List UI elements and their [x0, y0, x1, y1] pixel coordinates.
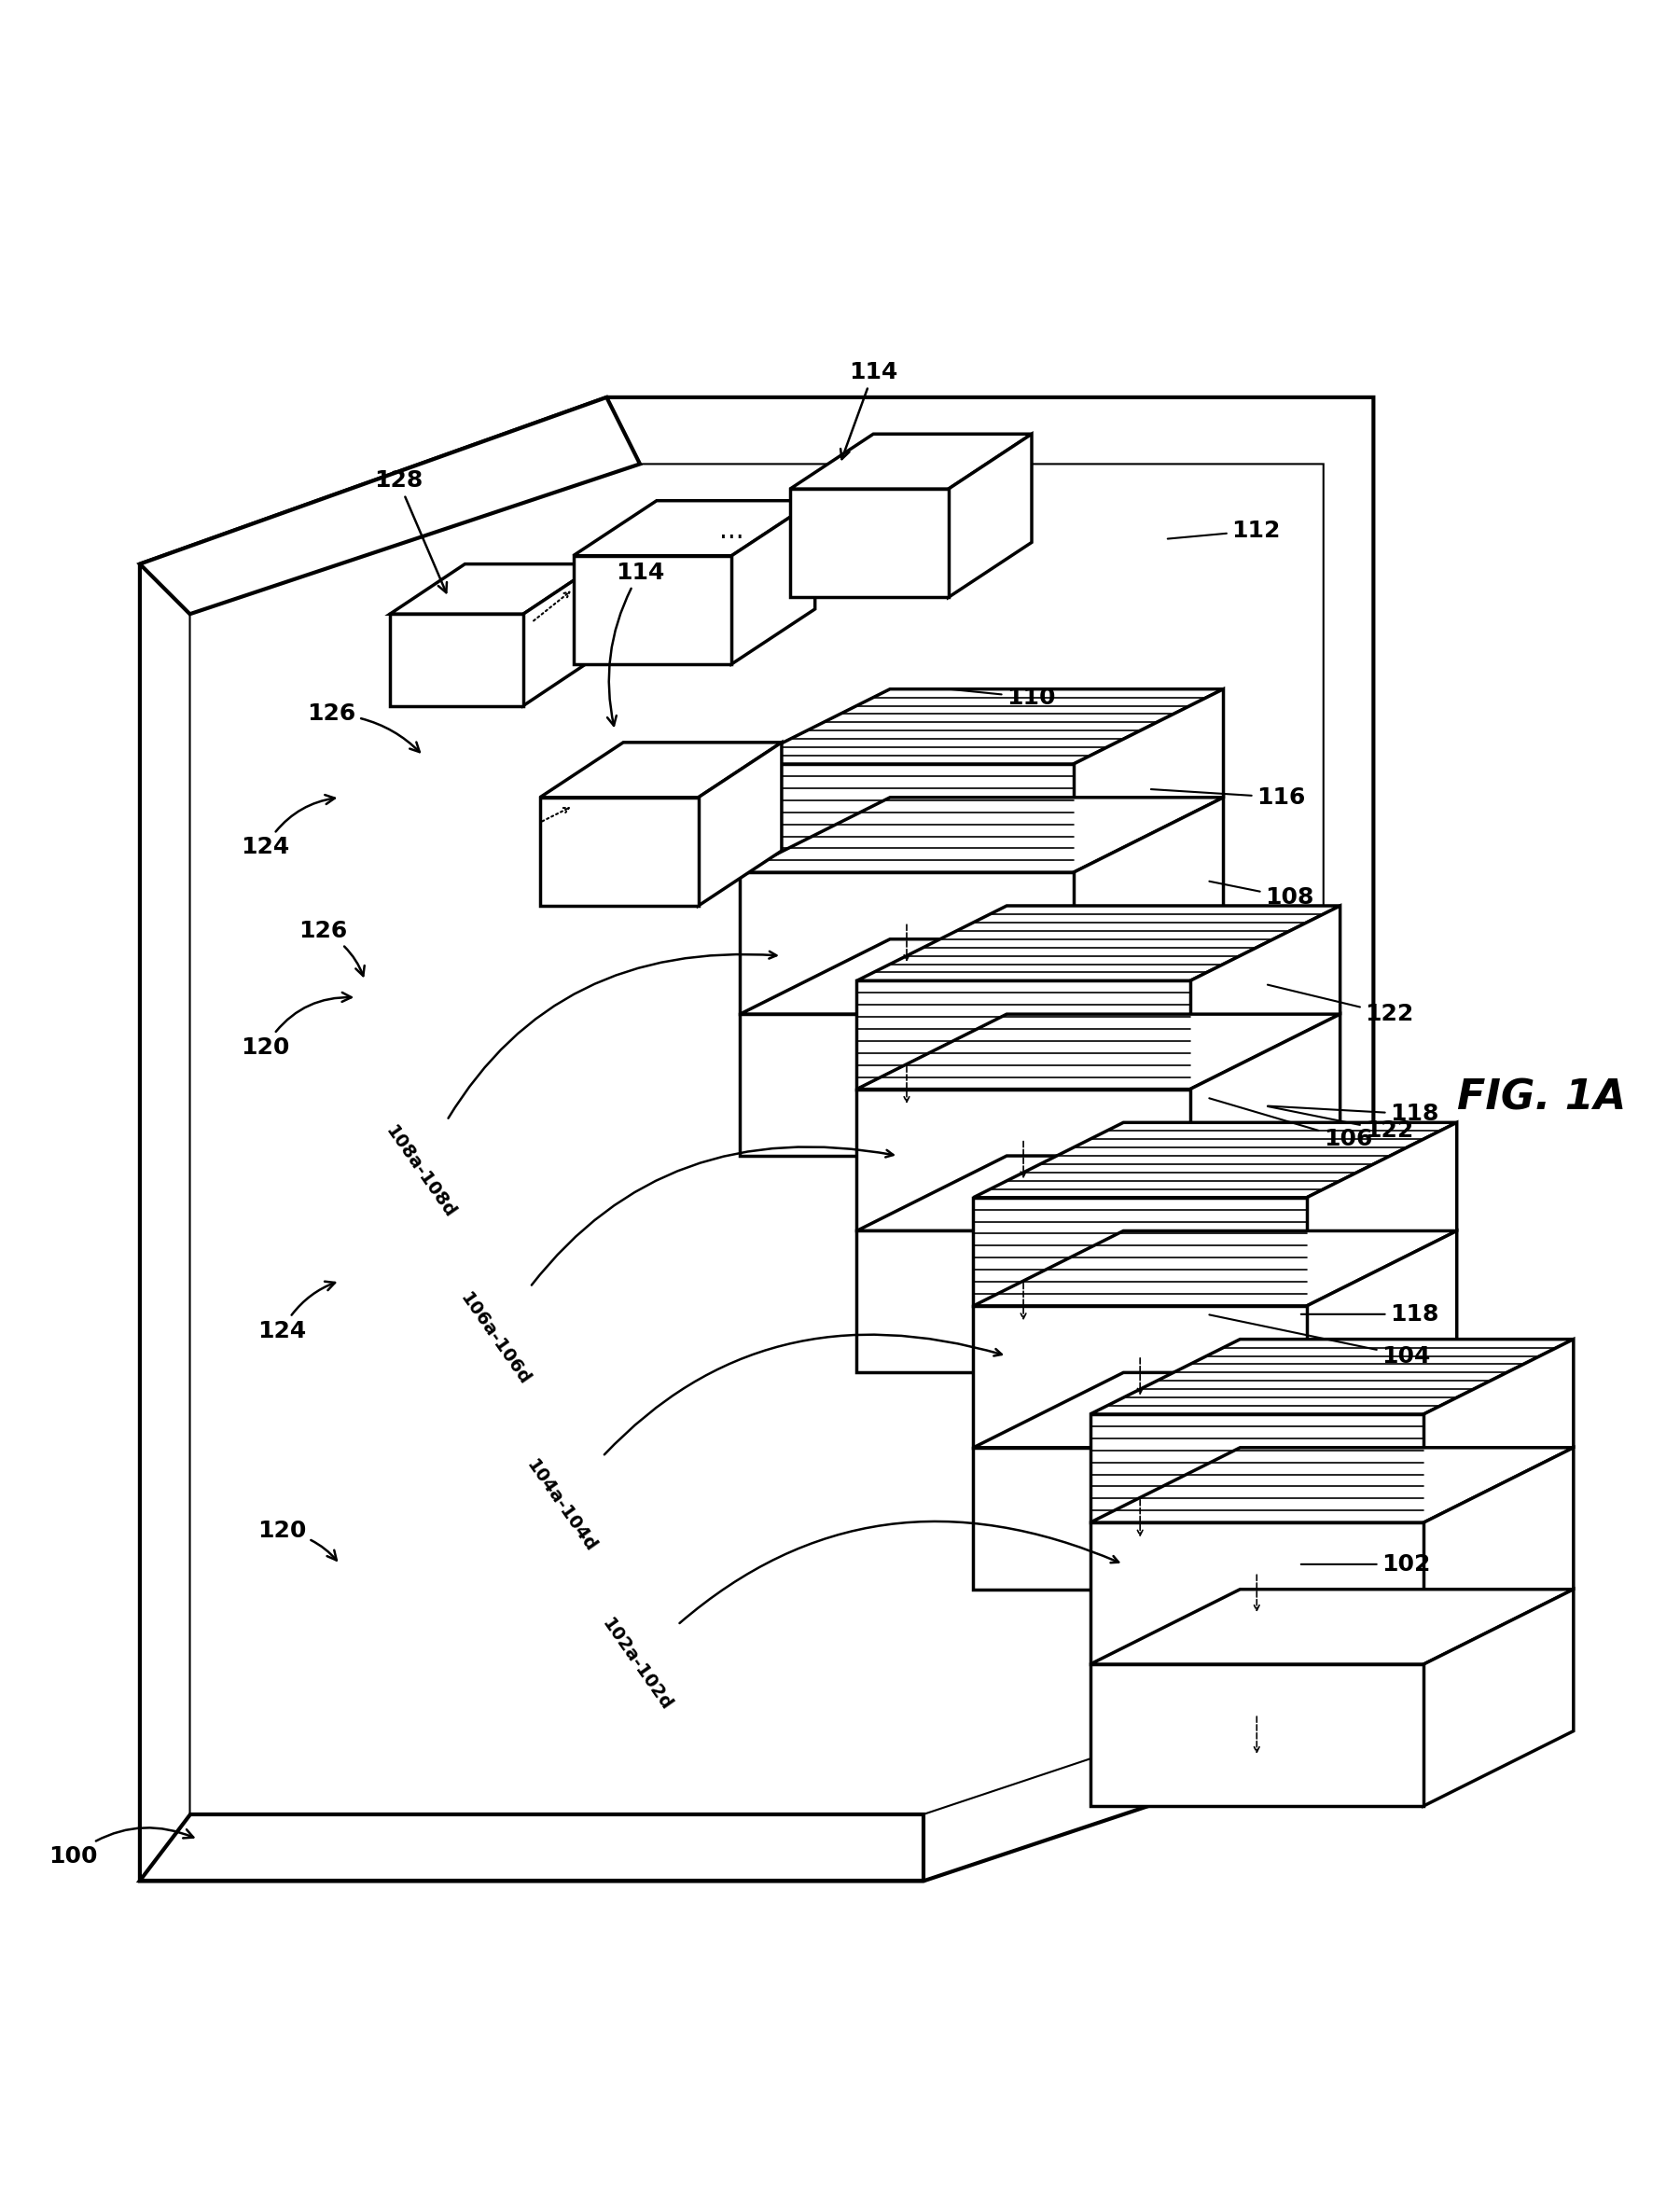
- Polygon shape: [1423, 1589, 1574, 1806]
- Text: 106a-106d: 106a-106d: [457, 1146, 894, 1389]
- Polygon shape: [522, 564, 598, 707]
- Polygon shape: [139, 397, 1374, 1881]
- Polygon shape: [790, 435, 1032, 489]
- Text: 108: 108: [1210, 880, 1314, 909]
- Polygon shape: [1074, 939, 1223, 1157]
- Polygon shape: [190, 463, 1324, 1815]
- Text: 102a-102d: 102a-102d: [598, 1521, 1119, 1714]
- Text: 102: 102: [1300, 1554, 1431, 1576]
- Text: 126: 126: [299, 920, 365, 977]
- Polygon shape: [739, 939, 1223, 1014]
- Polygon shape: [1307, 1122, 1457, 1306]
- Polygon shape: [973, 1306, 1307, 1447]
- Text: 110: 110: [951, 687, 1055, 709]
- Text: 106: 106: [1210, 1098, 1373, 1150]
- Polygon shape: [1074, 689, 1223, 871]
- Polygon shape: [539, 797, 699, 907]
- Polygon shape: [539, 742, 781, 797]
- Polygon shape: [739, 797, 1223, 871]
- Text: 120: 120: [257, 1519, 336, 1561]
- Polygon shape: [1090, 1523, 1423, 1664]
- Polygon shape: [857, 1089, 1189, 1231]
- Polygon shape: [1189, 1014, 1341, 1231]
- Text: 104a-104d: 104a-104d: [522, 1335, 1001, 1556]
- Text: 104: 104: [1210, 1315, 1431, 1367]
- Polygon shape: [1307, 1231, 1457, 1447]
- Polygon shape: [857, 981, 1189, 1089]
- Polygon shape: [857, 1231, 1189, 1372]
- Text: 120: 120: [240, 992, 351, 1058]
- Polygon shape: [732, 500, 815, 665]
- Polygon shape: [973, 1372, 1457, 1447]
- Polygon shape: [973, 1198, 1307, 1306]
- Text: ...: ...: [719, 518, 744, 544]
- Polygon shape: [739, 1014, 1074, 1157]
- Polygon shape: [573, 555, 732, 665]
- Polygon shape: [390, 564, 598, 615]
- Text: 118: 118: [1300, 1304, 1440, 1326]
- Polygon shape: [1189, 1157, 1341, 1372]
- Polygon shape: [1090, 1339, 1574, 1414]
- Text: 108a-108d: 108a-108d: [381, 950, 776, 1223]
- Polygon shape: [1090, 1414, 1423, 1523]
- Text: 128: 128: [375, 470, 447, 593]
- Text: 114: 114: [606, 562, 664, 727]
- Polygon shape: [1090, 1447, 1574, 1523]
- Polygon shape: [857, 1014, 1341, 1089]
- Polygon shape: [973, 1447, 1307, 1589]
- Text: 122: 122: [1268, 1106, 1415, 1141]
- Polygon shape: [1307, 1372, 1457, 1589]
- Polygon shape: [739, 871, 1074, 1014]
- Polygon shape: [1423, 1447, 1574, 1664]
- Polygon shape: [739, 689, 1223, 764]
- Polygon shape: [1090, 1589, 1574, 1664]
- Polygon shape: [1423, 1339, 1574, 1523]
- Polygon shape: [139, 397, 640, 615]
- Text: 118: 118: [1268, 1102, 1440, 1126]
- Polygon shape: [390, 615, 522, 707]
- Polygon shape: [139, 1815, 924, 1881]
- Polygon shape: [1074, 797, 1223, 1014]
- Polygon shape: [1090, 1664, 1423, 1806]
- Polygon shape: [1189, 907, 1341, 1089]
- Text: 124: 124: [257, 1282, 334, 1341]
- Polygon shape: [573, 500, 815, 555]
- Polygon shape: [973, 1231, 1457, 1306]
- Text: FIG. 1A: FIG. 1A: [1457, 1078, 1626, 1117]
- Polygon shape: [739, 764, 1074, 871]
- Text: 112: 112: [1168, 520, 1280, 542]
- Text: 116: 116: [1151, 786, 1305, 808]
- Polygon shape: [790, 489, 948, 597]
- Text: 124: 124: [240, 795, 334, 858]
- Text: 114: 114: [840, 362, 897, 459]
- Polygon shape: [857, 1157, 1341, 1231]
- Text: 100: 100: [49, 1828, 193, 1868]
- Polygon shape: [699, 742, 781, 907]
- Polygon shape: [857, 907, 1341, 981]
- Text: 126: 126: [307, 702, 420, 753]
- Polygon shape: [948, 435, 1032, 597]
- Polygon shape: [973, 1122, 1457, 1198]
- Text: 122: 122: [1268, 986, 1415, 1025]
